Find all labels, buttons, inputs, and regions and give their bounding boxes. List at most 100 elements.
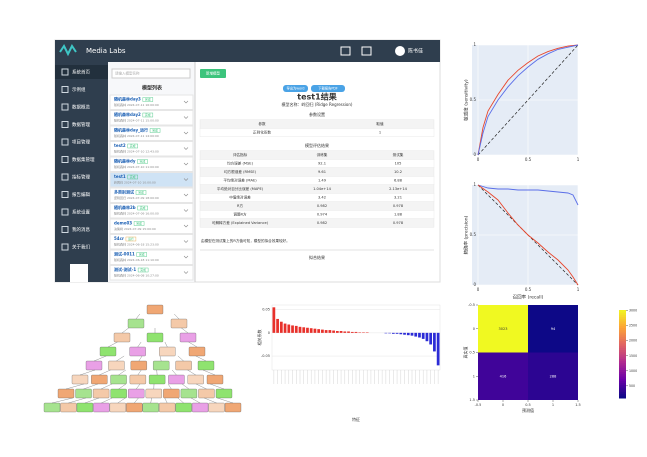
- table-cell: 105: [395, 162, 402, 166]
- menu-icon[interactable]: [61, 68, 69, 76]
- tree-edge: [210, 383, 225, 390]
- x-tick-label: 0.5: [525, 157, 532, 162]
- model-item[interactable]: [109, 218, 194, 234]
- table-cell: 均方根误差 (RMSE): [224, 169, 257, 174]
- model-item[interactable]: [109, 172, 194, 188]
- colorbar-tick-label: 500: [629, 384, 635, 388]
- tree-node: [142, 402, 159, 413]
- add-button[interactable]: [200, 69, 226, 78]
- table-cell: 92.1: [318, 162, 326, 166]
- y-tick-label: 0.5: [470, 232, 477, 237]
- model-tag-label: 完成: [138, 191, 144, 195]
- icon-calendar[interactable]: [340, 46, 351, 56]
- menu-icon[interactable]: [61, 138, 69, 146]
- menu-item: 我的消息: [72, 226, 90, 233]
- bar: [433, 332, 436, 352]
- tree-node: [146, 304, 164, 315]
- menu-icon[interactable]: [61, 243, 69, 251]
- tree-edge: [118, 383, 127, 390]
- y-tick-label: 1: [473, 374, 475, 378]
- tree-edge: [177, 355, 184, 362]
- model-meta: 岭回归 2024-07-10 10:00:00: [114, 180, 156, 185]
- y-tick-label: 0: [268, 331, 270, 335]
- tree-node: [198, 388, 215, 399]
- model-item[interactable]: [109, 156, 194, 172]
- tree-edge: [116, 355, 125, 362]
- expand-icon[interactable]: [183, 116, 189, 119]
- expand-icon[interactable]: [183, 162, 189, 166]
- tree-edge: [164, 341, 168, 348]
- menu-icon[interactable]: [61, 208, 69, 216]
- expand-icon[interactable]: [183, 131, 189, 135]
- model-item[interactable]: [109, 141, 194, 157]
- expand-icon[interactable]: [183, 147, 189, 150]
- model-tag: [127, 174, 138, 180]
- tree-node: [170, 318, 188, 329]
- model-name: 随机森林day3: [114, 96, 141, 102]
- model-item[interactable]: [109, 249, 194, 265]
- tree-edge: [204, 397, 217, 404]
- model-item[interactable]: [109, 187, 194, 203]
- expand-icon[interactable]: [183, 178, 189, 181]
- menu-icon[interactable]: [61, 121, 69, 128]
- tree-node: [168, 374, 185, 385]
- colorbar-segment: [619, 373, 626, 377]
- expand-icon[interactable]: [183, 255, 189, 259]
- model-item[interactable]: [109, 234, 194, 250]
- model-tag-label: 完成: [130, 144, 136, 148]
- export-button[interactable]: [283, 85, 308, 92]
- model-name: test2: [114, 143, 126, 148]
- bar: [302, 327, 306, 333]
- colorbar-tick-label: 2000: [629, 339, 637, 343]
- params-title: 参数设置: [309, 111, 325, 117]
- tree-node: [113, 332, 131, 343]
- menu-icon[interactable]: [61, 156, 69, 163]
- menu-item: 系统设置: [72, 209, 90, 216]
- tree-edge: [107, 341, 118, 348]
- heat-cell: [528, 305, 578, 353]
- add-button-label: 新增模型: [206, 71, 220, 76]
- model-meta: 决策树 2024-07-09 15:00:00: [114, 226, 156, 231]
- model-item[interactable]: [109, 265, 194, 281]
- export-button-label: 下载报告PDF: [318, 86, 338, 91]
- bar: [276, 318, 279, 333]
- model-item[interactable]: [109, 203, 194, 219]
- export-button[interactable]: [311, 85, 345, 92]
- table-cell: 中值绝对误差: [229, 195, 251, 200]
- tree-edge: [137, 369, 142, 376]
- expand-icon[interactable]: [183, 224, 189, 228]
- tree-node: [71, 374, 89, 385]
- expand-icon[interactable]: [183, 100, 189, 104]
- expand-icon[interactable]: [183, 240, 189, 243]
- model-name: 随机森林day_运行: [114, 127, 148, 133]
- tree-edge: [150, 397, 152, 404]
- model-meta: 随机森林 2024-07-10 11:00:00: [114, 164, 159, 169]
- icon-mail[interactable]: [361, 46, 372, 56]
- expand-icon[interactable]: [183, 209, 189, 212]
- menu-icon[interactable]: [61, 86, 69, 93]
- tree-node: [92, 388, 110, 399]
- expand-icon[interactable]: [183, 193, 189, 197]
- menu-icon[interactable]: [61, 173, 69, 181]
- tree-node: [208, 402, 225, 413]
- model-tag-label: 完成: [152, 129, 158, 133]
- tree-node: [179, 332, 197, 343]
- model-tag-label: 完成: [140, 206, 146, 210]
- bar: [335, 331, 339, 333]
- avatar[interactable]: [395, 46, 405, 56]
- menu-item: 数据集管理: [72, 156, 95, 163]
- tree-node: [129, 374, 147, 385]
- model-item[interactable]: [109, 110, 194, 126]
- x-tick-label: 1: [577, 157, 580, 162]
- menu-icon[interactable]: [61, 103, 69, 111]
- menu-item: 数据概览: [72, 104, 90, 111]
- tree-node: [99, 346, 117, 357]
- tree-node: [197, 360, 215, 371]
- model-item[interactable]: [109, 94, 194, 110]
- model-item[interactable]: [109, 125, 194, 141]
- menu-icon[interactable]: [61, 191, 69, 198]
- expand-icon[interactable]: [183, 271, 189, 274]
- search-box[interactable]: [111, 68, 191, 79]
- table-cell: 0.974: [317, 213, 328, 217]
- menu-icon[interactable]: [61, 226, 69, 233]
